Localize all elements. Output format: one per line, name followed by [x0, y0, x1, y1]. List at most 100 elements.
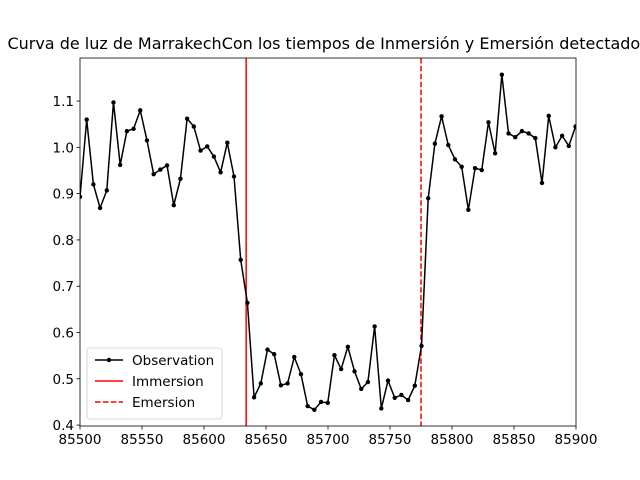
data-point [486, 120, 491, 125]
data-point [446, 142, 451, 148]
data-point [439, 114, 444, 119]
data-point [158, 167, 163, 172]
data-point [184, 116, 190, 121]
plot-area [80, 58, 576, 426]
legend: Observation Immersion Emersion [86, 347, 223, 420]
y-tick-label: 0.5 [53, 372, 74, 388]
data-point [332, 352, 337, 358]
x-tick-label: 85500 [59, 432, 102, 448]
data-point [419, 343, 424, 349]
y-tick-label: 0.8 [53, 233, 74, 249]
data-point [546, 113, 551, 119]
data-point [499, 72, 505, 77]
data-point [352, 369, 357, 374]
data-point [91, 182, 96, 187]
data-point [80, 194, 83, 200]
data-point [117, 162, 123, 168]
y-tick-label: 0.4 [53, 418, 74, 434]
data-point [472, 165, 478, 171]
legend-marker [106, 357, 112, 363]
data-point [399, 392, 404, 398]
legend-label: Immersion [132, 374, 204, 390]
data-point [191, 124, 197, 129]
x-tick-label: 85600 [183, 432, 226, 448]
y-tick-label: 0.9 [53, 187, 74, 203]
data-point [292, 354, 297, 360]
data-point [412, 383, 417, 388]
data-point [104, 188, 109, 193]
data-point [432, 141, 438, 146]
data-point [231, 174, 237, 179]
data-point [171, 203, 176, 208]
data-point [539, 180, 545, 186]
data-point [164, 163, 170, 168]
data-point [265, 347, 270, 352]
data-point [553, 145, 558, 150]
data-point [459, 164, 464, 169]
y-tick-label: 1.0 [53, 140, 74, 156]
legend-label: Emersion [132, 395, 195, 411]
data-point [178, 176, 183, 182]
data-point [111, 100, 116, 105]
data-point [251, 395, 257, 400]
y-tick-label: 1.1 [53, 94, 74, 110]
data-point [385, 378, 391, 383]
x-tick-label: 85700 [307, 432, 350, 448]
x-tick-label: 85800 [431, 432, 474, 448]
x-tick-label: 85550 [121, 432, 164, 448]
data-point [205, 144, 210, 149]
chart-title: Curva de luz de MarrakechCon los tiempos… [7, 34, 640, 53]
data-point [312, 407, 317, 412]
data-point [533, 135, 538, 141]
data-point [298, 371, 304, 377]
y-tick-label: 0.7 [53, 279, 74, 295]
data-point [405, 397, 411, 403]
legend-label: Observation [132, 353, 214, 369]
data-point [271, 352, 277, 357]
data-point [379, 406, 384, 411]
x-tick-label: 85900 [555, 432, 598, 448]
data-point [198, 148, 203, 153]
data-point [151, 171, 156, 177]
data-point [278, 383, 284, 388]
data-point [211, 154, 217, 159]
data-point [218, 170, 223, 175]
x-tick-label: 85750 [369, 432, 412, 448]
plot-frame [79, 57, 577, 427]
data-point [305, 403, 310, 409]
data-point [97, 205, 103, 211]
data-point [144, 138, 150, 143]
data-point [559, 133, 565, 138]
x-tick-label: 85650 [245, 432, 288, 448]
data-point [338, 366, 344, 372]
axes: 85500 85550 85600 85650 85700 85750 85800 85850… [53, 57, 598, 448]
data-point [84, 117, 89, 122]
data-point [526, 131, 531, 136]
data-point [392, 395, 397, 400]
data-point [359, 386, 364, 392]
data-point [285, 381, 290, 386]
y-tick-label: 0.6 [53, 325, 74, 341]
data-point [513, 134, 518, 140]
data-point [506, 131, 511, 136]
data-point [318, 399, 324, 405]
data-point [492, 151, 498, 156]
data-point [566, 143, 572, 149]
data-point [225, 140, 230, 145]
data-point [325, 400, 330, 406]
data-point [365, 379, 371, 385]
data-point [519, 128, 525, 134]
data-point [124, 128, 130, 134]
data-point [452, 157, 458, 162]
data-point [425, 196, 431, 201]
data-point [245, 300, 250, 306]
x-tick-label: 85850 [493, 432, 536, 448]
data-point [238, 257, 243, 263]
data-point [372, 324, 377, 329]
data-point [479, 167, 484, 173]
data-point [138, 108, 143, 113]
data-point [466, 207, 471, 213]
data-point [258, 381, 263, 386]
